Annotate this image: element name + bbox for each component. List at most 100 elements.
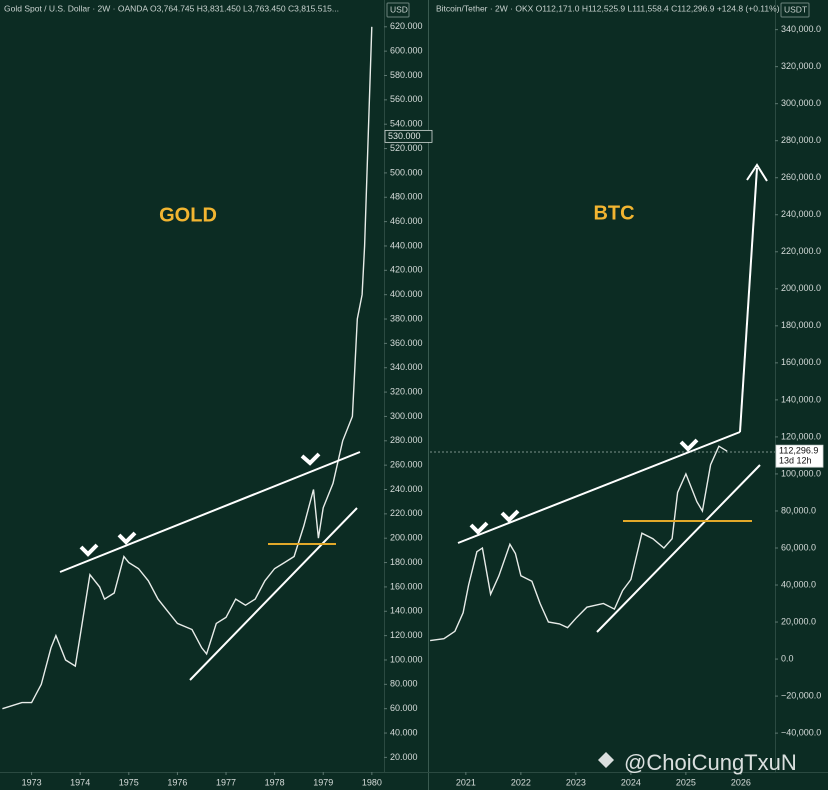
y-tick-label: 220.000	[390, 508, 423, 518]
check-mark	[469, 521, 489, 535]
x-tick-label: 2024	[621, 777, 641, 787]
watermark-text: @ChoiCungTxuN	[624, 750, 797, 775]
y-tick-label: −40,000.0	[781, 727, 821, 737]
y-tick-label: −20,000.0	[781, 690, 821, 700]
x-tick-label: 2022	[511, 777, 531, 787]
price-line	[430, 445, 728, 642]
y-tick-label: 540.000	[390, 119, 423, 129]
check-mark	[79, 543, 99, 557]
y-tick-label: 520.000	[390, 143, 423, 153]
asset-label: GOLD	[159, 204, 217, 226]
y-tick-label: 480.000	[390, 192, 423, 202]
y-tick-label: 160.000	[390, 581, 423, 591]
y-tick-label: 340.000	[390, 362, 423, 372]
x-tick-label: 1977	[216, 777, 236, 787]
arrow-head	[746, 163, 768, 182]
y-tick-label: 40,000.0	[781, 579, 816, 589]
y-tick-label: 100.000	[390, 654, 423, 664]
y-tick-label: 120.000	[390, 630, 423, 640]
y-tick-label: 100,000.0	[781, 468, 821, 478]
trend-line	[596, 464, 761, 633]
trend-line	[59, 451, 361, 573]
check-mark	[117, 531, 137, 545]
y-tick-label: 600.000	[390, 46, 423, 56]
symbol-header: Bitcoin/Tether · 2W · OKX O112,171.0 H11…	[436, 3, 780, 13]
y-tick-label: 80.000	[390, 679, 418, 689]
x-tick-label: 1975	[119, 777, 139, 787]
price-line	[2, 26, 373, 710]
y-tick-label: 60,000.0	[781, 542, 816, 552]
y-tick-label: 180,000.0	[781, 320, 821, 330]
y-tick-label: 20,000.0	[781, 616, 816, 626]
y-tick-label: 460.000	[390, 216, 423, 226]
y-tick-label: 260.000	[390, 460, 423, 470]
plot-area	[430, 445, 728, 642]
y-tick-label: 180.000	[390, 557, 423, 567]
trend-line	[189, 507, 358, 681]
y-tick-label: 500.000	[390, 167, 423, 177]
y-tick-label: 580.000	[390, 70, 423, 80]
y-tick-label: 560.000	[390, 94, 423, 104]
gold-drawings	[59, 451, 361, 681]
y-tick-label: 360.000	[390, 338, 423, 348]
asset-label: BTC	[593, 202, 634, 224]
y-tick-label: 140.000	[390, 606, 423, 616]
y-tick-label: 620.000	[390, 21, 423, 31]
y-tick-label: 320,000.0	[781, 61, 821, 71]
currency: USDT	[784, 4, 807, 14]
y-tick-label: 280.000	[390, 435, 423, 445]
x-tick-label: 1978	[265, 777, 285, 787]
y-tick-label: 420.000	[390, 265, 423, 275]
x-tick-label: 2026	[731, 777, 751, 787]
check-mark	[679, 438, 699, 452]
price-tag-label: 530.000	[388, 131, 421, 141]
y-tick-label: 240,000.0	[781, 209, 821, 219]
x-tick-label: 2025	[676, 777, 696, 787]
x-tick-label: 1980	[362, 777, 382, 787]
y-tick-label: 400.000	[390, 289, 423, 299]
trend-line	[457, 431, 741, 544]
x-tick-label: 2023	[566, 777, 586, 787]
y-tick-label: 200.000	[390, 533, 423, 543]
x-tick-label: 1974	[70, 777, 90, 787]
btc-drawings	[430, 163, 775, 633]
y-tick-label: 440.000	[390, 240, 423, 250]
y-tick-label: 300,000.0	[781, 98, 821, 108]
plots: 620.000 600.000 580.000 560.000 540.000 520.0…	[2, 21, 824, 787]
y-tick-label: 0.0	[781, 653, 794, 663]
y-tick-label: 320.000	[390, 386, 423, 396]
check-mark	[300, 452, 321, 466]
x-tick-label: 1976	[167, 777, 187, 787]
y-tick-label: 340,000.0	[781, 24, 821, 34]
x-tick-label: 2021	[456, 777, 476, 787]
check-mark	[500, 509, 520, 523]
y-tick-label: 200,000.0	[781, 283, 821, 293]
y-tick-label: 120,000.0	[781, 431, 821, 441]
y-tick-label: 60.000	[390, 703, 418, 713]
y-tick-label: 160,000.0	[781, 357, 821, 367]
currency-box	[386, 2, 410, 18]
target-arrow	[739, 167, 758, 433]
y-tick-label: 300.000	[390, 411, 423, 421]
y-tick-label: 380.000	[390, 313, 423, 323]
y-tick-label: 40.000	[390, 727, 418, 737]
x-tick-label: 1979	[313, 777, 333, 787]
symbol-header: Gold Spot / U.S. Dollar · 2W · OANDA O3,…	[4, 3, 339, 13]
y-tick-label: 220,000.0	[781, 246, 821, 256]
plot-area	[2, 26, 373, 710]
price-tag	[775, 444, 824, 468]
y-tick-label: 280,000.0	[781, 135, 821, 145]
currency: USD	[390, 4, 408, 14]
y-tick-label: 80,000.0	[781, 505, 816, 515]
watermark-logo	[598, 752, 614, 768]
y-tick-label: 260,000.0	[781, 172, 821, 182]
x-tick-label: 1973	[22, 777, 42, 787]
y-tick-label: 140,000.0	[781, 394, 821, 404]
y-tick-label: 240.000	[390, 484, 423, 494]
y-tick-label: 20.000	[390, 752, 418, 762]
countdown: 13d 12h	[779, 456, 812, 466]
currency-box	[780, 2, 810, 18]
price-tag-label: 112,296.9	[779, 446, 818, 456]
watermark: @ChoiCungTxuN	[598, 750, 797, 775]
